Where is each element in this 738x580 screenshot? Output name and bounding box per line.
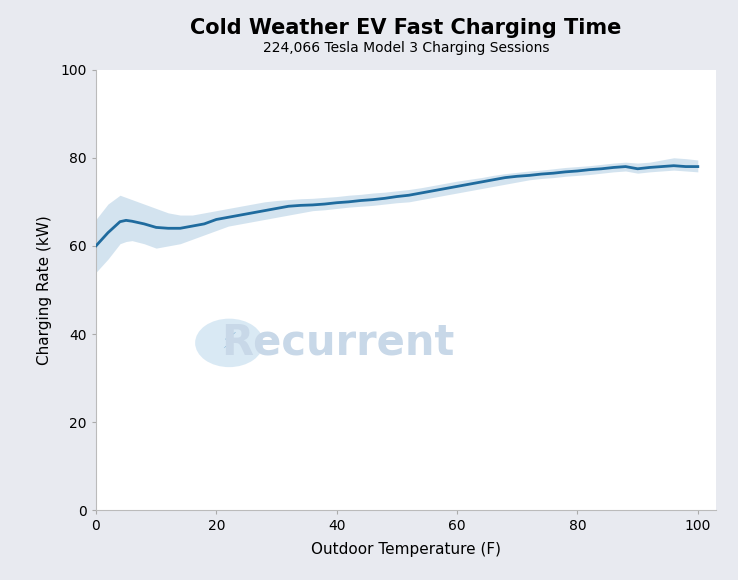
Circle shape — [195, 318, 263, 367]
Text: Cold Weather EV Fast Charging Time: Cold Weather EV Fast Charging Time — [190, 18, 621, 38]
X-axis label: Outdoor Temperature (F): Outdoor Temperature (F) — [311, 542, 501, 557]
Text: 224,066 Tesla Model 3 Charging Sessions: 224,066 Tesla Model 3 Charging Sessions — [263, 41, 549, 55]
Text: Recurrent: Recurrent — [221, 322, 455, 364]
Text: ⚡: ⚡ — [221, 333, 237, 353]
Y-axis label: Charging Rate (kW): Charging Rate (kW) — [37, 215, 52, 365]
